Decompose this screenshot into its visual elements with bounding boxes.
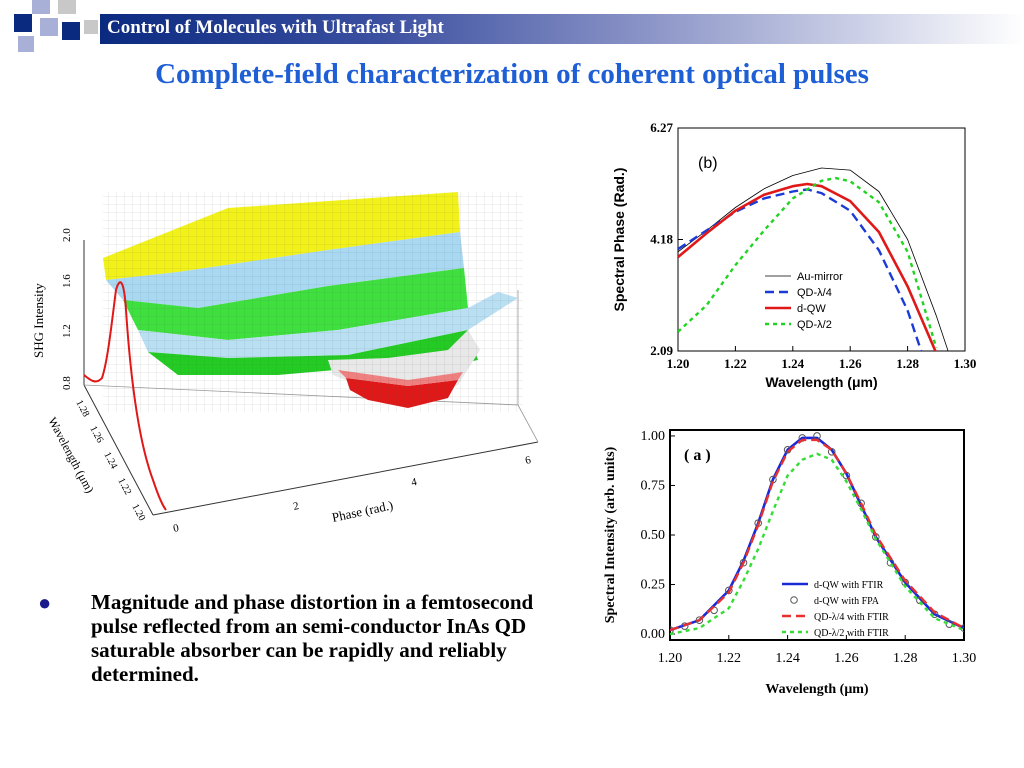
z-axis-label: SHG Intensity bbox=[31, 283, 46, 358]
x-axis-label: Wavelength (μm) bbox=[765, 374, 877, 390]
x-tick-label: 1.20 bbox=[658, 651, 683, 666]
series-line bbox=[670, 452, 964, 636]
y-tick-label: 0.75 bbox=[641, 478, 666, 493]
header-square-lavender-2 bbox=[40, 18, 58, 36]
wl-tick-label: 1.26 bbox=[87, 424, 105, 445]
x-tick-label: 1.28 bbox=[893, 651, 918, 666]
x-tick-label: 1.26 bbox=[839, 356, 862, 371]
data-point bbox=[739, 558, 748, 567]
y-axis-label: Spectral Phase (Rad.) bbox=[611, 168, 627, 312]
header-square-navy-2 bbox=[62, 22, 80, 40]
z-tick-label: 1.2 bbox=[61, 324, 73, 338]
z-tick-label: 1.6 bbox=[61, 274, 73, 288]
wl-tick-label: 1.28 bbox=[73, 398, 91, 419]
x-tick-label: 1.22 bbox=[717, 651, 742, 666]
header-square-lavender-1 bbox=[32, 0, 50, 14]
bullet-text: Magnitude and phase distortion in a femt… bbox=[91, 590, 534, 686]
series-line bbox=[678, 182, 937, 351]
y-tick-label: 4.18 bbox=[650, 232, 673, 247]
header-band bbox=[100, 14, 1024, 44]
header-square-grey-1 bbox=[58, 0, 76, 14]
phase-axis-line bbox=[152, 441, 539, 516]
wl-tick-label: 1.22 bbox=[115, 476, 133, 497]
legend-label: d-QW with FPA bbox=[814, 596, 880, 607]
y-tick-label: 2.09 bbox=[650, 343, 673, 358]
wl-tick-label: 1.24 bbox=[101, 450, 119, 471]
y-tick-label: 0.25 bbox=[641, 578, 666, 593]
header-square-navy-1 bbox=[14, 14, 32, 32]
x-tick-label: 1.28 bbox=[896, 356, 919, 371]
slide-title: Complete-field characterization of coher… bbox=[155, 58, 869, 90]
data-point bbox=[695, 616, 704, 624]
header-square-lavender-3 bbox=[18, 36, 34, 52]
x-tick-label: 1.30 bbox=[954, 356, 977, 371]
x-tick-label: 1.22 bbox=[724, 356, 747, 371]
z-tick-label: 0.8 bbox=[61, 376, 73, 390]
y-axis-label: Spectral Intensity (arb. units) bbox=[603, 446, 618, 623]
phase-tick-label: 6 bbox=[524, 454, 532, 467]
legend-label: Au-mirror bbox=[797, 271, 843, 283]
phase-tick-label: 0 bbox=[172, 522, 180, 535]
legend-label: d-QW bbox=[797, 303, 826, 315]
wavelength-axis-label: Wavelength (μm) bbox=[45, 415, 97, 496]
shg-surface-plot: SHG Intensity 0.8 1.2 1.6 2.0 Wavelength… bbox=[31, 192, 539, 535]
series-line bbox=[678, 176, 938, 349]
panel-label: ( a ) bbox=[684, 447, 711, 464]
spectral-intensity-chart: 1.20 1.22 1.24 1.26 1.28 1.30 0.00 0.25 0.50 0.75… bbox=[603, 429, 977, 697]
x-tick-label: 1.24 bbox=[775, 651, 800, 666]
legend-label: QD-λ/2 bbox=[797, 319, 832, 331]
plot-frame bbox=[669, 429, 965, 641]
x-axis-label: Wavelength (μm) bbox=[765, 682, 869, 697]
legend-swatch bbox=[790, 596, 798, 604]
phase-tick-label: 2 bbox=[292, 500, 300, 513]
panel-label: (b) bbox=[698, 155, 718, 172]
x-tick-label: 1.26 bbox=[834, 651, 859, 666]
bullet-marker: ● bbox=[38, 590, 52, 615]
phase-axis-label: Phase (rad.) bbox=[331, 497, 395, 525]
phase-tick-label: 4 bbox=[410, 476, 418, 489]
x-tick-label: 1.20 bbox=[667, 356, 690, 371]
z-tick-label: 2.0 bbox=[61, 228, 73, 242]
spectrum-curve-red bbox=[83, 281, 167, 511]
wavelength-axis-line bbox=[83, 384, 154, 516]
series-line bbox=[678, 167, 949, 351]
legend-label: QD-λ/4 bbox=[797, 287, 832, 299]
y-tick-label: 0.50 bbox=[641, 528, 666, 543]
header-title: Control of Molecules with Ultrafast Ligh… bbox=[107, 17, 444, 38]
y-tick-label: 1.00 bbox=[641, 429, 666, 444]
surface-mesh-overlay bbox=[103, 192, 523, 412]
x-tick-label: 1.24 bbox=[781, 356, 804, 371]
data-point bbox=[945, 620, 954, 628]
legend-label: QD-λ/2 with FTIR bbox=[814, 628, 889, 639]
data-point bbox=[680, 622, 689, 630]
y-tick-label: 0.00 bbox=[641, 627, 666, 642]
series-line bbox=[670, 438, 964, 632]
spectral-phase-chart: 1.20 1.22 1.24 1.26 1.28 1.30 2.09 4.18 6.27 Wave… bbox=[611, 120, 977, 390]
legend-label: d-QW with FTIR bbox=[814, 580, 884, 591]
legend-label: QD-λ/4 with FTIR bbox=[814, 612, 889, 623]
x-tick-label: 1.30 bbox=[952, 651, 977, 666]
header-square-grey-2 bbox=[84, 20, 98, 34]
slide-header: Control of Molecules with Ultrafast Ligh… bbox=[0, 0, 1024, 52]
wl-tick-label: 1.20 bbox=[129, 502, 147, 523]
y-tick-label: 6.27 bbox=[650, 120, 673, 135]
